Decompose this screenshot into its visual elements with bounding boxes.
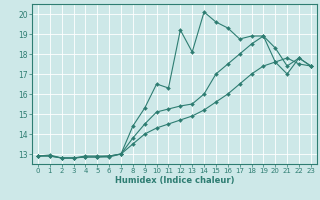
X-axis label: Humidex (Indice chaleur): Humidex (Indice chaleur) bbox=[115, 176, 234, 185]
